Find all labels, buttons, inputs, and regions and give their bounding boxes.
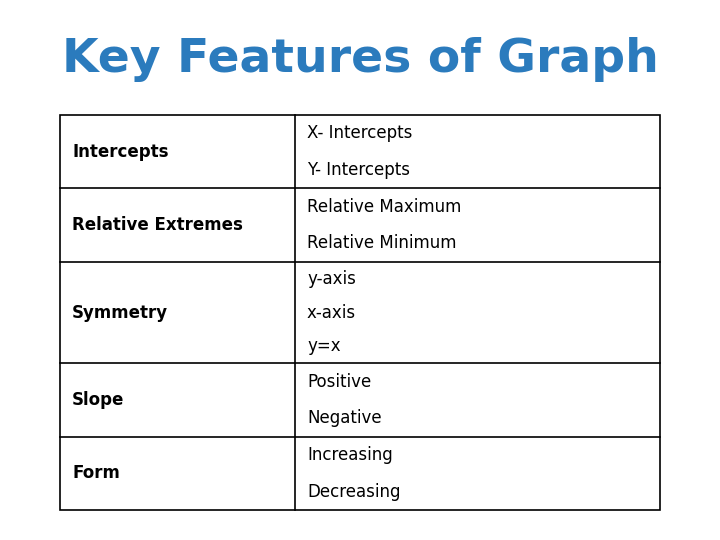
Text: Intercepts: Intercepts (72, 143, 168, 161)
Text: x-axis: x-axis (307, 303, 356, 321)
Text: Increasing: Increasing (307, 446, 392, 464)
Text: Form: Form (72, 464, 120, 482)
Text: y-axis: y-axis (307, 269, 356, 288)
Text: Negative: Negative (307, 409, 382, 427)
Text: X- Intercepts: X- Intercepts (307, 124, 413, 143)
Text: Positive: Positive (307, 373, 372, 390)
Text: Symmetry: Symmetry (72, 303, 168, 321)
Text: Decreasing: Decreasing (307, 483, 400, 501)
Text: Key Features of Graph: Key Features of Graph (62, 37, 658, 83)
Bar (60, 115, 660, 510)
Text: Y- Intercepts: Y- Intercepts (307, 161, 410, 179)
Text: y=x: y=x (307, 338, 341, 355)
Text: Relative Maximum: Relative Maximum (307, 198, 462, 215)
Text: Relative Minimum: Relative Minimum (307, 234, 456, 252)
Text: Relative Extremes: Relative Extremes (72, 216, 243, 234)
Text: Slope: Slope (72, 391, 125, 409)
